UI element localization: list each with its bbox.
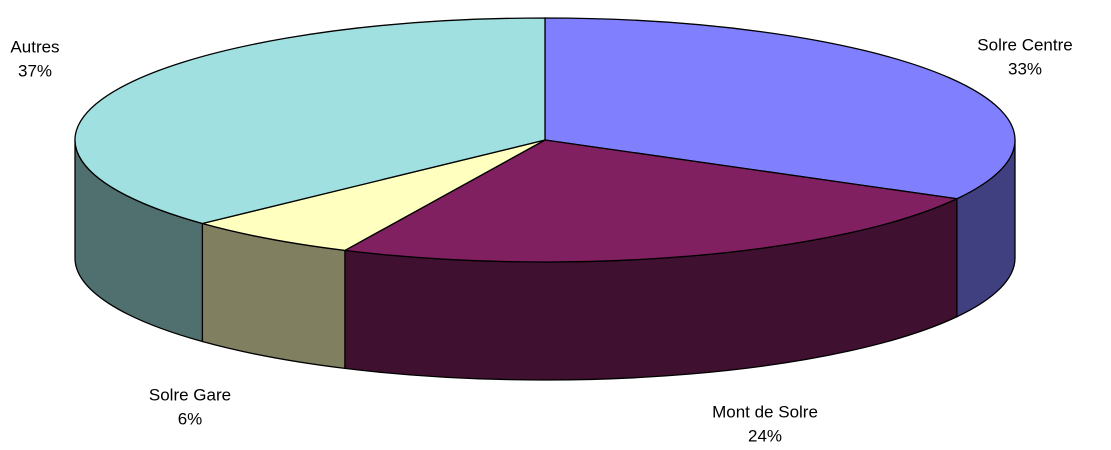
slice-value-label: 37% xyxy=(18,61,52,80)
pie-slice xyxy=(74,17,546,225)
slice-value-label: 6% xyxy=(178,409,203,428)
pie-slice xyxy=(199,139,546,252)
slice-value-label: 33% xyxy=(1008,59,1042,78)
pie-slice xyxy=(342,139,960,263)
slice-label: Autres xyxy=(10,37,59,56)
slice-label: Solre Gare xyxy=(149,385,231,404)
slice-value-label: 24% xyxy=(748,426,782,445)
slice-label: Mont de Solre xyxy=(712,402,818,421)
slice-label: Solre Centre xyxy=(977,35,1072,54)
pie-slice xyxy=(544,17,1016,200)
